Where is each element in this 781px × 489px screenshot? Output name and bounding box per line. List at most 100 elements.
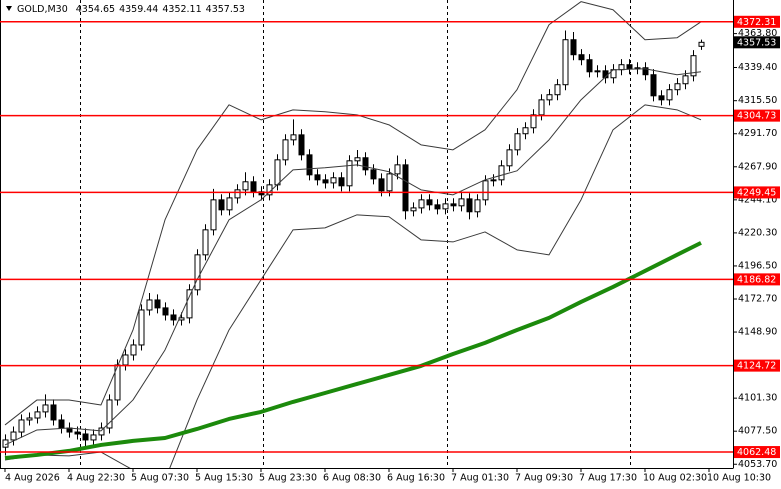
candle-body [490, 179, 497, 182]
plot-area [2, 1, 705, 468]
candle-body [162, 307, 169, 316]
candle-body [154, 299, 161, 309]
candle-body [298, 134, 305, 156]
candle-body [242, 181, 249, 191]
candle-body [658, 95, 665, 101]
candle-body [226, 197, 233, 211]
header-low: 4352.11 [162, 4, 201, 15]
y-tick-label: 4053.70 [738, 459, 777, 470]
header-high: 4359.44 [119, 4, 158, 15]
candle-body [690, 55, 697, 77]
header: GOLD,M30 4354.65 4359.44 4352.11 4357.53 [17, 4, 245, 15]
candle-body [42, 404, 49, 413]
candle-body [546, 94, 553, 101]
candle-body [570, 39, 577, 56]
candle-body [82, 433, 89, 441]
candle-body [58, 419, 65, 429]
candle-body [90, 434, 97, 441]
x-tick-label: 5 Aug 23:30 [259, 473, 317, 484]
level-tag [734, 359, 780, 372]
candle-body [530, 114, 537, 129]
level-tag [734, 109, 780, 122]
candle-body [202, 229, 209, 256]
candle-body [314, 174, 321, 181]
level-label: 4186.82 [737, 274, 776, 285]
candle-body [386, 173, 393, 192]
candle-body [434, 204, 441, 210]
y-tick-label: 4196.50 [738, 260, 777, 271]
candle-body [498, 165, 505, 181]
candle-body [626, 64, 633, 70]
candle-body [394, 164, 401, 175]
candle-body [210, 199, 217, 231]
collapse-icon[interactable] [6, 6, 12, 11]
candle-body [450, 203, 457, 207]
candle-body [674, 83, 681, 91]
candle-body [554, 84, 561, 96]
indicator-line [4, 68, 702, 446]
y-tick-label: 4291.70 [738, 128, 777, 139]
candle-body [274, 159, 281, 186]
x-tick-label: 10 Aug 02:30 [643, 473, 707, 484]
candle-body [650, 74, 657, 97]
candle-body [666, 89, 673, 101]
candle-body [458, 198, 465, 207]
price-label: 4357.53 [737, 37, 776, 48]
candle-body [522, 127, 529, 135]
x-tick-label: 5 Aug 15:30 [195, 473, 253, 484]
x-tick-label: 5 Aug 07:30 [131, 473, 189, 484]
level-label: 4372.31 [737, 17, 776, 28]
y-tick-label: 4220.30 [738, 227, 777, 238]
header-close: 4357.53 [206, 4, 245, 15]
candle-body [74, 431, 81, 435]
candle-body [218, 199, 225, 211]
candle-body [426, 199, 433, 206]
candle-body [354, 157, 361, 162]
candle-body [282, 139, 289, 161]
candle-body [290, 134, 297, 141]
candle-body [234, 189, 241, 199]
x-tick-label: 7 Aug 01:30 [451, 473, 509, 484]
indicator-line [4, 1, 702, 426]
candle-body [506, 149, 513, 167]
level-tag [734, 186, 780, 199]
candle-body [322, 179, 329, 184]
candle-body [370, 169, 377, 180]
level-tag [734, 15, 780, 28]
level-tag [734, 446, 780, 459]
candle-body [146, 299, 153, 311]
x-tick-label: 7 Aug 17:30 [579, 473, 637, 484]
candle-body [418, 199, 425, 209]
x-tick-label: 6 Aug 08:30 [323, 473, 381, 484]
candle-body [378, 178, 385, 192]
candle-body [18, 419, 25, 433]
candle-body [538, 99, 545, 116]
level-label: 4124.72 [737, 361, 776, 372]
candle-body [442, 203, 449, 210]
indicator-line [4, 104, 702, 468]
y-tick-label: 4339.40 [738, 62, 777, 73]
candle-body [338, 177, 345, 187]
y-tick-label: 4244.10 [738, 194, 777, 205]
candle-body [698, 41, 705, 47]
x-tick-label: 6 Aug 16:30 [387, 473, 445, 484]
y-tick-label: 4148.90 [738, 327, 777, 338]
header-open: 4354.65 [76, 4, 115, 15]
candle-body [562, 39, 569, 86]
candle-body [410, 207, 417, 212]
candle-body [106, 399, 113, 429]
level-label: 4304.73 [737, 111, 776, 122]
y-tick-label: 4101.30 [738, 393, 777, 404]
candle-body [194, 254, 201, 291]
period-separators [80, 0, 631, 468]
level-label: 4249.45 [737, 187, 776, 198]
indicator-line [4, 241, 702, 460]
x-tick-label: 10 Aug 10:30 [707, 473, 771, 484]
y-tick-label: 4172.70 [738, 293, 777, 304]
candle-body [306, 154, 313, 176]
symbol: GOLD,M30 [17, 4, 68, 15]
x-tick-label: 4 Aug 22:30 [67, 473, 125, 484]
y-tick-label: 4267.90 [738, 161, 777, 172]
